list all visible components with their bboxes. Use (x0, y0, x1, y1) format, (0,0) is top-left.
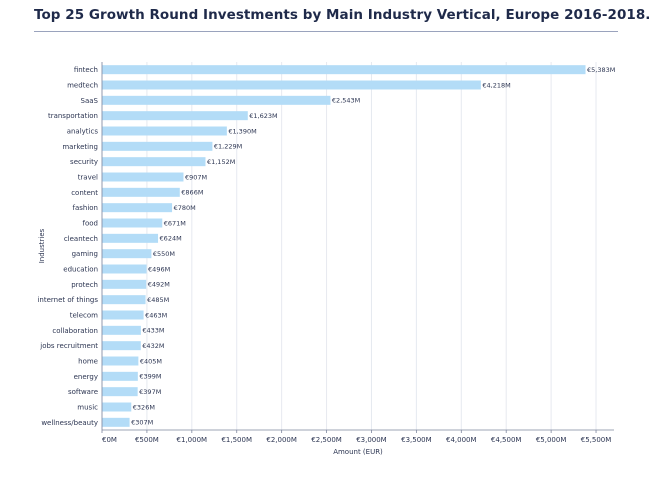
category-label: travel (78, 174, 98, 182)
category-label: music (77, 404, 98, 412)
value-label: €397M (139, 388, 161, 396)
value-label: €492M (148, 281, 170, 289)
chart-title: Top 25 Growth Round Investments by Main … (34, 7, 650, 23)
category-label: jobs recruitment (39, 342, 98, 350)
category-label: gaming (72, 250, 98, 258)
bar (102, 141, 213, 151)
x-tick-label: €500M (135, 436, 159, 444)
value-label: €399M (139, 373, 161, 381)
category-label: telecom (70, 312, 98, 320)
x-tick-label: €5,000M (536, 436, 567, 444)
value-label: €432M (142, 342, 164, 350)
bar (102, 371, 138, 381)
value-label: €2,543M (332, 97, 360, 105)
bar (102, 80, 481, 90)
category-label: security (70, 158, 98, 166)
value-labels: €5,383M €4,218M €2,543M €1,623M €1,390M €1,22… (131, 66, 615, 427)
x-tick-label: €5,500M (581, 436, 612, 444)
category-label: SaaS (81, 97, 99, 105)
y-axis-title: Industries (38, 228, 46, 263)
bar (102, 417, 130, 427)
bar (102, 187, 180, 197)
value-label: €866M (181, 189, 203, 197)
value-label: €326M (133, 403, 155, 411)
category-label: protech (71, 281, 98, 289)
category-label: marketing (62, 143, 98, 151)
x-axis-title: Amount (EUR) (333, 448, 383, 456)
category-label: wellness/beauty (41, 419, 98, 427)
category-label: internet of things (37, 296, 98, 304)
value-label: €1,152M (207, 158, 235, 166)
x-tick-label: €0M (102, 436, 117, 444)
bar (102, 295, 146, 305)
bar (102, 279, 147, 289)
value-label: €485M (147, 296, 169, 304)
category-label: fintech (74, 66, 98, 74)
category-label: collaboration (52, 327, 98, 335)
x-tick-label: €1,000M (177, 436, 208, 444)
category-label: content (71, 189, 98, 197)
title-divider (34, 31, 618, 32)
value-label: €4,218M (482, 81, 510, 89)
value-label: €907M (185, 173, 207, 181)
bar (102, 157, 206, 167)
value-label: €1,623M (249, 112, 277, 120)
bar (102, 126, 227, 136)
category-label: medtech (67, 82, 98, 90)
category-label: analytics (67, 128, 99, 136)
value-label: €780M (174, 204, 196, 212)
bar (102, 172, 184, 182)
bar (102, 264, 147, 274)
category-labels: fintech medtech SaaS transportation analytic… (37, 66, 98, 427)
category-label: software (68, 388, 98, 396)
bar (102, 341, 141, 351)
gridlines (101, 62, 597, 433)
value-label: €1,229M (214, 143, 242, 151)
bar (102, 218, 163, 228)
category-label: fashion (72, 204, 98, 212)
value-label: €1,390M (228, 127, 256, 135)
category-label: cleantech (64, 235, 98, 243)
x-tick-label: €3,000M (356, 436, 387, 444)
x-tick-label: €2,500M (311, 436, 342, 444)
x-tick-labels: €0M €500M €1,000M €1,500M €2,000M €2,500M €3,0… (102, 436, 611, 444)
bar (102, 325, 141, 335)
bars (102, 65, 586, 427)
bar (102, 233, 159, 243)
bar (102, 249, 152, 259)
bar (102, 387, 138, 397)
value-label: €433M (142, 327, 164, 335)
category-label: transportation (48, 112, 98, 120)
value-label: €671M (164, 219, 186, 227)
x-tick-label: €4,500M (491, 436, 522, 444)
bar (102, 356, 139, 366)
x-tick-label: €2,000M (266, 436, 297, 444)
bar (102, 65, 586, 75)
value-label: €550M (153, 250, 175, 258)
value-label: €624M (160, 235, 182, 243)
x-tick-label: €1,500M (221, 436, 252, 444)
bar (102, 310, 144, 320)
bar (102, 95, 331, 105)
value-label: €496M (148, 265, 170, 273)
x-tick-label: €3,500M (401, 436, 432, 444)
value-label: €307M (131, 419, 153, 427)
x-tick-label: €4,000M (446, 436, 477, 444)
value-label: €5,383M (587, 66, 615, 74)
category-label: food (83, 220, 98, 228)
bar (102, 111, 248, 121)
category-label: energy (74, 373, 98, 381)
category-label: education (63, 266, 98, 274)
value-label: €405M (140, 357, 162, 365)
value-label: €463M (145, 311, 167, 319)
category-label: home (78, 358, 98, 366)
bar (102, 203, 173, 213)
bar (102, 402, 132, 412)
